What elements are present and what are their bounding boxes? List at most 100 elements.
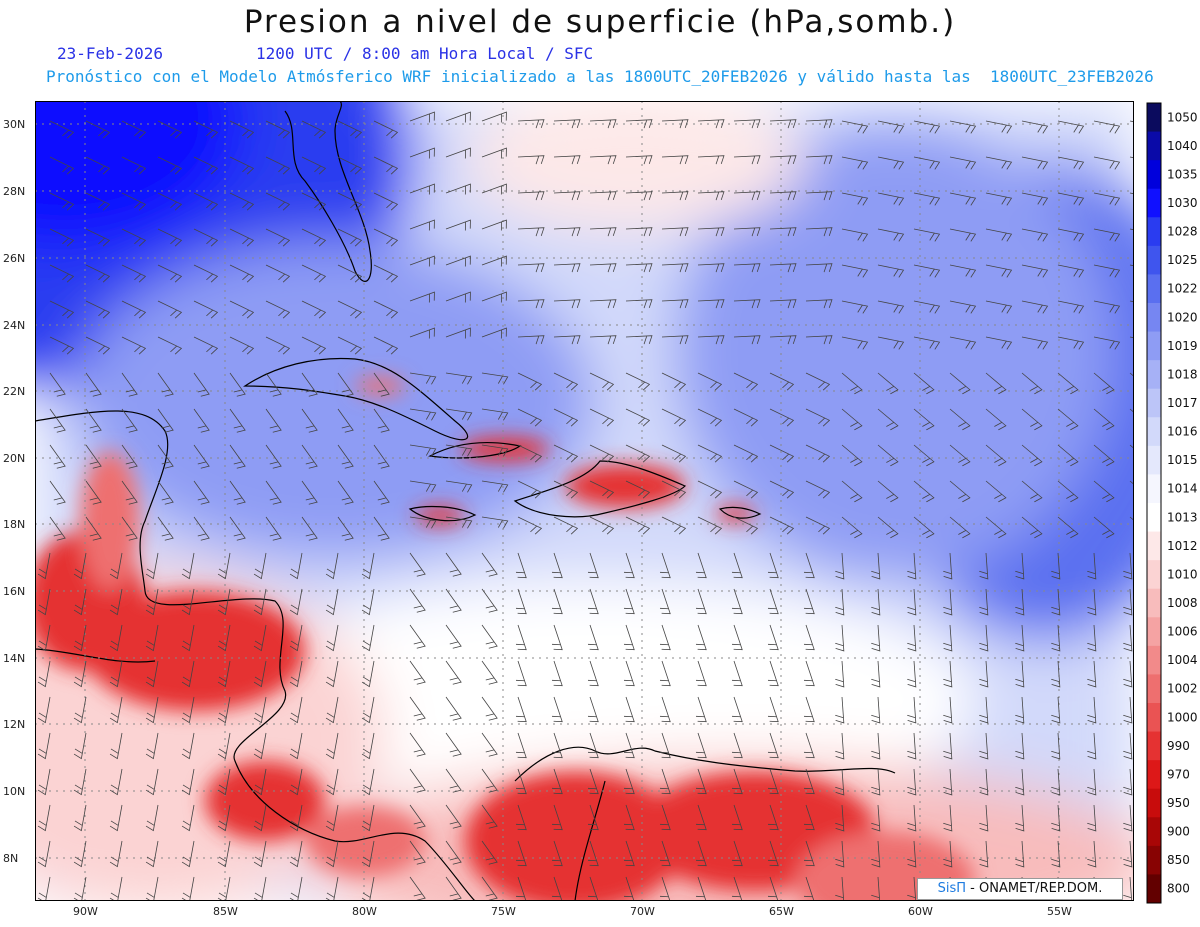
wind-barb — [1015, 732, 1025, 760]
colorbar-label: 1008 — [1167, 596, 1198, 610]
wind-barb — [217, 588, 231, 616]
lat-label: 16N — [3, 585, 26, 598]
colorbar-label: 1010 — [1167, 567, 1198, 581]
wind-barb — [301, 228, 327, 247]
wind-barb — [907, 876, 917, 901]
wind-barb — [229, 192, 255, 211]
wind-barb — [979, 732, 989, 760]
wind-barb — [661, 263, 689, 273]
wind-barb — [835, 552, 845, 580]
wind-barb — [697, 335, 725, 345]
lat-label: 8N — [3, 852, 19, 865]
wind-barb — [37, 552, 51, 580]
wind-barb — [145, 840, 159, 868]
wind-barb — [907, 660, 917, 688]
wind-barb — [121, 264, 147, 283]
wind-barb — [1087, 624, 1097, 652]
colorbar-swatch — [1147, 760, 1161, 790]
wind-barb — [325, 696, 339, 724]
wind-barb — [445, 516, 473, 529]
wind-barb — [193, 336, 219, 355]
wind-barb — [805, 408, 831, 427]
wind-barb — [85, 444, 102, 469]
wind-barb — [1051, 588, 1061, 616]
wind-barb — [481, 840, 498, 865]
wind-barb — [943, 696, 953, 724]
wind-barb — [109, 804, 123, 832]
wind-barb — [623, 732, 635, 759]
wind-barb — [145, 732, 159, 760]
wind-barb — [841, 372, 863, 395]
wind-barb — [1051, 840, 1061, 868]
wind-barb — [913, 516, 935, 539]
colorbar-swatch — [1147, 274, 1161, 304]
wind-barb — [517, 119, 545, 129]
wind-barb — [659, 840, 671, 867]
wind-barb — [551, 696, 563, 723]
wind-barb — [445, 183, 471, 195]
wind-barb — [49, 516, 66, 541]
lat-label: 24N — [3, 319, 26, 332]
wind-barb — [193, 192, 219, 211]
wind-barb — [481, 696, 498, 721]
lat-label: 26N — [3, 252, 26, 265]
wind-barb — [73, 768, 87, 796]
wind-barb — [49, 480, 66, 505]
wind-barb — [481, 147, 507, 159]
wind-barb — [445, 147, 471, 159]
wind-barb — [481, 183, 507, 195]
lon-label: 70W — [630, 905, 655, 918]
wind-barb — [731, 876, 743, 901]
wind-barb — [623, 840, 635, 867]
wind-barb — [217, 660, 231, 688]
wind-barb — [623, 552, 635, 579]
wind-barb — [661, 372, 687, 391]
wind-barb — [85, 480, 102, 505]
wind-barb — [49, 156, 75, 175]
wind-barb — [145, 804, 159, 832]
wind-barb — [587, 588, 599, 615]
wind-barb — [1123, 696, 1133, 724]
wind-barb — [877, 228, 905, 242]
colorbar-label: 1020 — [1167, 310, 1198, 324]
colorbar-swatch — [1147, 245, 1161, 275]
wind-barb — [265, 408, 282, 433]
wind-barb — [49, 300, 75, 319]
forecast-date: 23-Feb-2026 — [57, 44, 163, 63]
wind-barb — [229, 516, 246, 541]
wind-barb — [943, 840, 953, 868]
wind-barb — [695, 804, 707, 831]
wind-barb — [1087, 660, 1097, 688]
wind-barb — [1015, 588, 1025, 616]
wind-barb — [877, 336, 905, 350]
wind-barb — [841, 192, 869, 206]
wind-barb — [157, 192, 183, 211]
wind-barb — [877, 516, 899, 539]
wind-barb — [1057, 480, 1079, 503]
wind-barb — [517, 335, 545, 345]
valid-time: 1200 UTC / 8:00 am Hora Local / SFC — [256, 44, 594, 63]
wind-barb — [841, 120, 869, 134]
wind-barb — [85, 120, 111, 139]
wind-barb — [481, 327, 507, 339]
wind-barb — [109, 732, 123, 760]
wind-barb — [409, 552, 426, 577]
wind-barb — [625, 299, 653, 309]
wind-barb — [871, 624, 881, 652]
wind-barb — [907, 840, 917, 868]
wind-barb — [1057, 300, 1085, 314]
wind-barb — [1123, 588, 1133, 616]
wind-barb — [49, 444, 66, 469]
wind-barb — [589, 191, 617, 201]
colorbar-swatch — [1147, 588, 1161, 618]
wind-barb — [373, 192, 399, 211]
wind-barb — [37, 588, 51, 616]
wind-barb — [769, 444, 795, 463]
wind-barb — [625, 444, 651, 463]
wind-barb — [301, 480, 318, 505]
wind-barb — [289, 876, 303, 901]
wind-barb — [481, 291, 507, 303]
wind-barb — [373, 336, 399, 355]
wind-barb — [769, 119, 797, 129]
wind-barb — [907, 588, 917, 616]
